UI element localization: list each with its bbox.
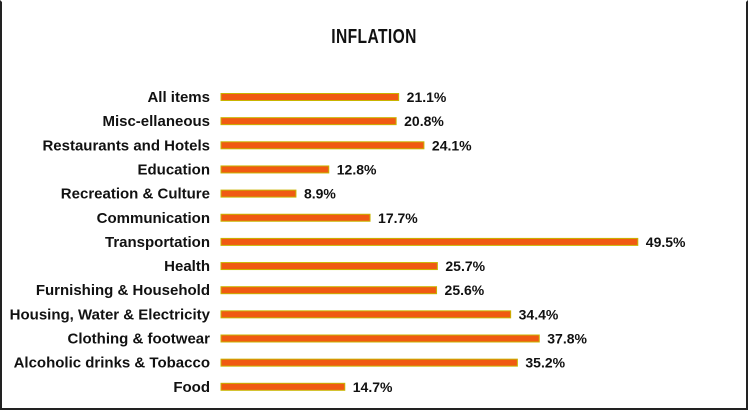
- value-label-food: 14.7%: [353, 379, 393, 395]
- bar-education: [220, 165, 330, 174]
- value-label-furnishing-household: 25.6%: [445, 282, 485, 298]
- category-label-all-items: All items: [147, 89, 210, 106]
- value-label-transportation: 49.5%: [646, 234, 686, 250]
- bar-food: [220, 382, 346, 391]
- category-label-housing-water-electricity: Housing, Water & Electricity: [10, 306, 211, 323]
- bar-health: [220, 262, 438, 271]
- value-label-recreation-culture: 8.9%: [304, 186, 336, 202]
- value-label-education: 12.8%: [337, 161, 377, 177]
- bar-recreation-culture: [220, 189, 297, 198]
- value-label-all-items: 21.1%: [407, 89, 447, 105]
- category-label-restaurants-and-hotels: Restaurants and Hotels: [42, 137, 210, 154]
- category-label-communication: Communication: [97, 210, 210, 227]
- category-label-alcoholic-drinks-tobacco: Alcoholic drinks & Tobacco: [14, 355, 210, 372]
- bar-clothing-footwear: [220, 334, 540, 343]
- category-label-health: Health: [164, 258, 210, 275]
- category-label-furnishing-household: Furnishing & Household: [36, 282, 210, 299]
- value-label-health: 25.7%: [445, 258, 485, 274]
- bar-misc-ellaneous: [220, 117, 397, 126]
- category-label-education: Education: [137, 161, 210, 178]
- value-label-housing-water-electricity: 34.4%: [519, 306, 559, 322]
- category-label-transportation: Transportation: [105, 234, 210, 251]
- category-label-food: Food: [173, 379, 210, 396]
- value-label-alcoholic-drinks-tobacco: 35.2%: [525, 355, 565, 371]
- value-label-restaurants-and-hotels: 24.1%: [432, 137, 472, 153]
- value-label-misc-ellaneous: 20.8%: [404, 113, 444, 129]
- value-label-communication: 17.7%: [378, 210, 418, 226]
- bar-furnishing-household: [220, 286, 438, 295]
- bar-transportation: [220, 237, 639, 246]
- bar-all-items: [220, 93, 400, 101]
- bar-housing-water-electricity: [220, 310, 512, 319]
- bar-communication: [220, 213, 371, 222]
- bar-restaurants-and-hotels: [220, 141, 425, 150]
- bar-alcoholic-drinks-tobacco: [220, 358, 518, 367]
- category-label-recreation-culture: Recreation & Culture: [61, 186, 210, 203]
- value-label-clothing-footwear: 37.8%: [547, 331, 587, 347]
- category-label-misc-ellaneous: Misc-ellaneous: [102, 113, 210, 130]
- category-label-clothing-footwear: Clothing & footwear: [68, 331, 211, 348]
- chart-title: INFLATION: [331, 26, 417, 48]
